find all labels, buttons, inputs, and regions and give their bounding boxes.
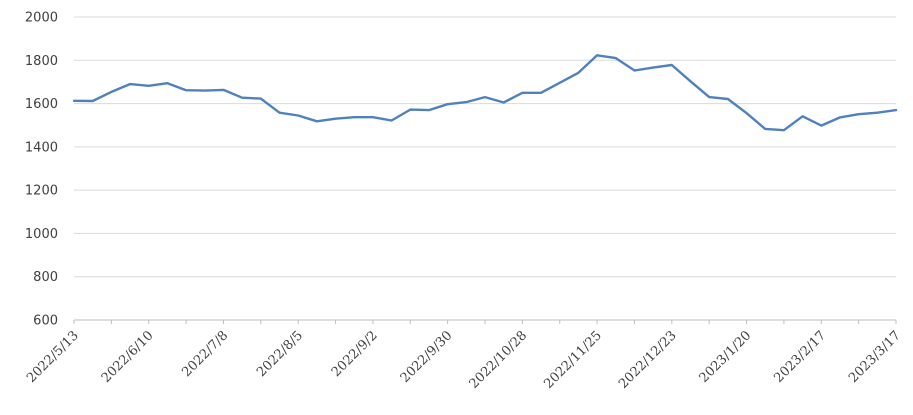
y-tick-label: 1200 [25,184,58,199]
x-tick-label: 2022/9/2 [329,328,381,380]
price-series-line [72,54,898,132]
x-tick-label: 2023/3/17 [846,328,904,386]
y-tick-label: 1400 [25,140,58,155]
x-tick-label: 2022/12/23 [616,328,680,392]
x-tick-label: 2022/5/13 [24,328,82,386]
x-axis-labels-group: 2022/5/13 2022/6/10 2022/7/8 2022/8/5 2022/9… [24,328,904,392]
y-tick-label: 2000 [25,11,58,26]
x-axis-group [73,320,897,324]
x-tick-label: 2022/9/30 [398,328,456,386]
x-tick-label: 2023/1/20 [697,328,755,386]
y-tick-label: 600 [33,314,58,329]
x-tick-label: 2022/7/8 [179,328,231,380]
y-tick-label: 800 [33,270,58,285]
y-tick-label: 1600 [25,97,58,112]
x-tick-label: 2022/8/5 [254,328,306,380]
gridlines-group [74,16,896,321]
y-tick-label: 1800 [25,54,58,69]
x-tick-label: 2022/11/25 [541,328,605,392]
y-tick-label: 1000 [25,227,58,242]
x-tick-label: 2022/6/10 [99,328,157,386]
y-axis-labels-group: 600 800 1000 1200 1400 1600 1800 2000 [25,11,58,329]
x-tick-label: 2023/2/17 [771,328,829,386]
x-tick-label: 2022/10/28 [467,328,531,392]
data-series-group [72,54,898,132]
